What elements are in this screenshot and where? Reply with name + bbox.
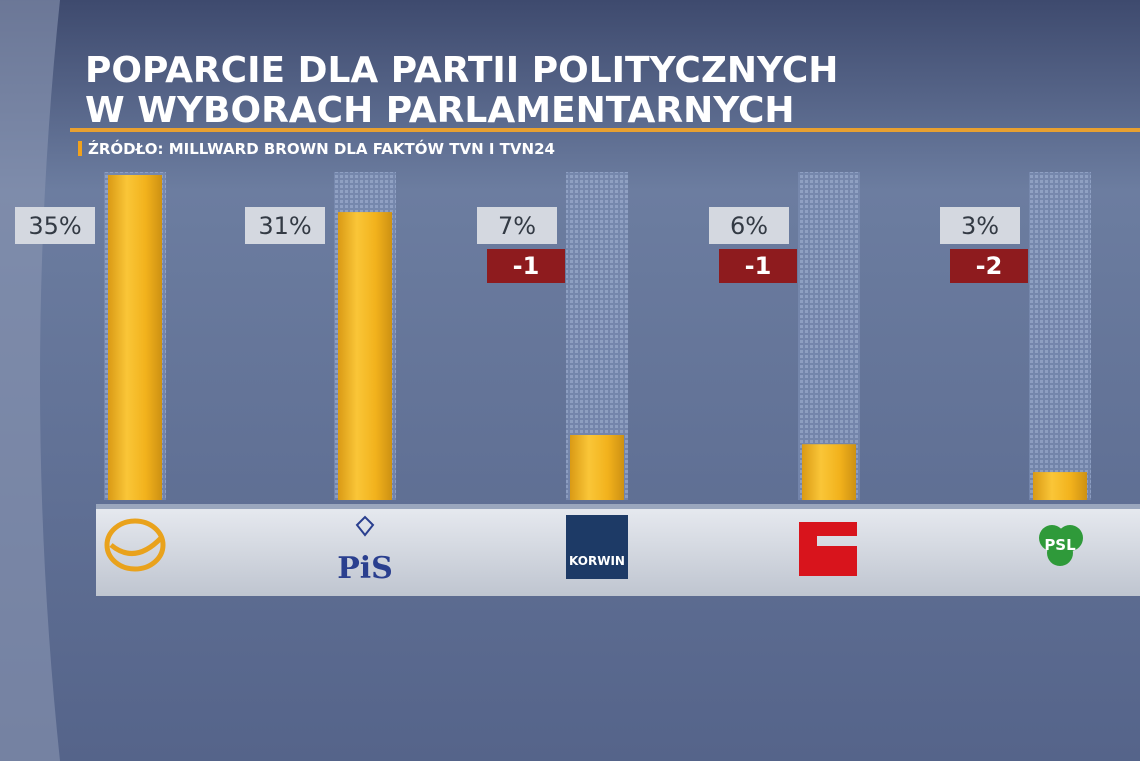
value-label-box — [940, 207, 1020, 244]
change-box — [487, 249, 565, 283]
value-label-box — [15, 207, 95, 244]
logo — [355, 515, 375, 537]
baseline — [96, 504, 1140, 509]
value-label-box — [709, 207, 789, 244]
logo-text: PiS — [337, 551, 393, 586]
bar-shade — [1033, 472, 1087, 500]
bar-shade — [570, 435, 624, 500]
logo — [799, 522, 857, 576]
subtitle-marker — [78, 141, 82, 156]
change-label: -2 — [976, 252, 1003, 280]
logo-text: KORWIN — [569, 554, 625, 568]
logo — [104, 518, 166, 572]
side-arc — [0, 0, 60, 761]
title-rule — [70, 128, 1140, 132]
subtitle: ŹRÓDŁO: MILLWARD BROWN DLA FAKTÓW TVN I … — [88, 139, 555, 158]
logo — [1047, 540, 1073, 566]
bar-shade — [108, 175, 162, 500]
value-label: 31% — [258, 212, 311, 240]
value-label: 3% — [961, 212, 999, 240]
logo — [566, 515, 628, 579]
logo — [109, 536, 163, 556]
value-label-box — [477, 207, 557, 244]
change-label: -1 — [513, 252, 540, 280]
chart-title: POPARCIE DLA PARTII POLITYCZNYCH — [85, 50, 838, 91]
value-label: 7% — [498, 212, 536, 240]
change-box — [719, 249, 797, 283]
change-label: -1 — [745, 252, 772, 280]
value-label-box — [245, 207, 325, 244]
logo-text: PSL — [1044, 536, 1076, 554]
change-box — [950, 249, 1028, 283]
value-label: 6% — [730, 212, 768, 240]
bar-shade — [802, 444, 856, 500]
bar-shade — [338, 212, 392, 500]
chart-title: W WYBORACH PARLAMENTARNYCH — [85, 90, 795, 131]
bar-track — [1029, 172, 1091, 500]
value-label: 35% — [28, 212, 81, 240]
